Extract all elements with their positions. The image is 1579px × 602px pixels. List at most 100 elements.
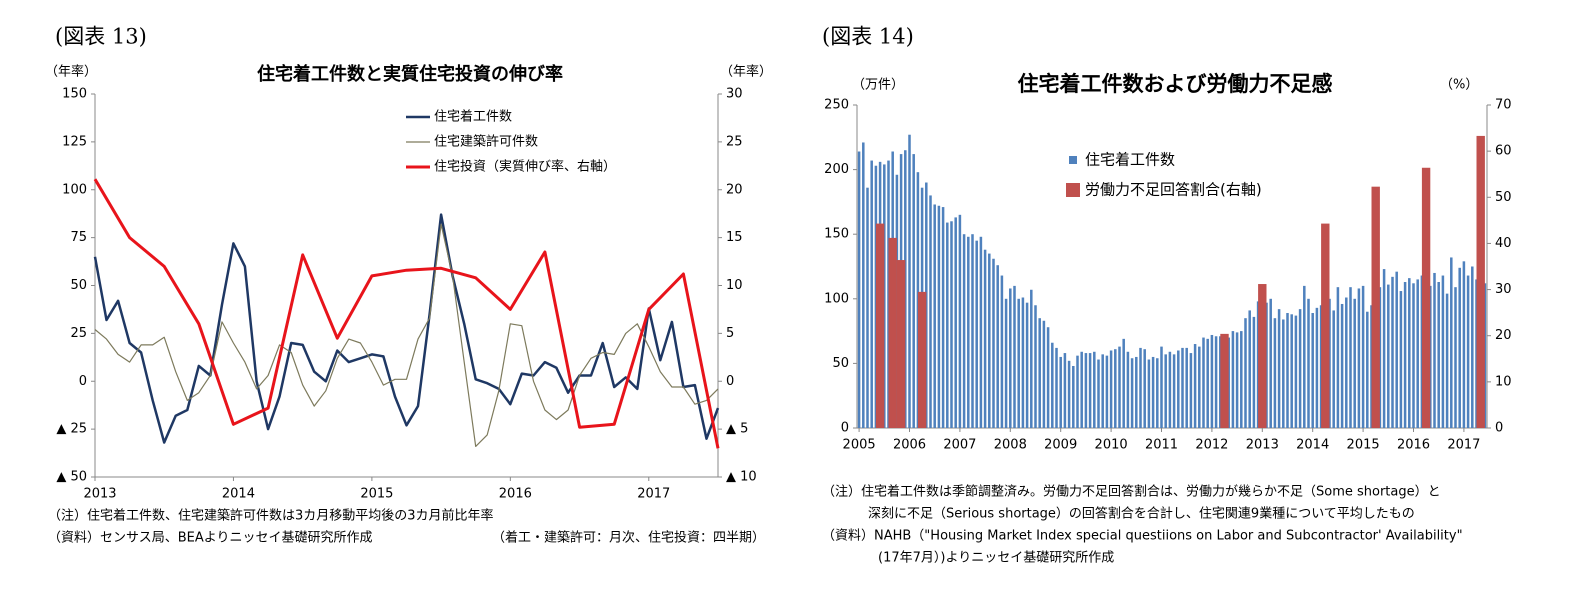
bar xyxy=(1421,167,1431,429)
bar xyxy=(1105,355,1109,428)
bar xyxy=(1357,288,1361,428)
note: （注）住宅着工件数は季節調整済み。労働力不足回答割合は、労働力が幾らか不足（So… xyxy=(822,484,1441,500)
bar xyxy=(1220,333,1229,428)
x-tick-label: 2017 xyxy=(637,487,670,502)
bar xyxy=(983,249,987,428)
x-tick-label: 2010 xyxy=(1095,438,1128,453)
y2-tick-label: 50 xyxy=(1495,190,1512,205)
bar xyxy=(1206,338,1209,428)
bar xyxy=(1189,353,1193,428)
bar xyxy=(1366,311,1369,428)
bar xyxy=(1210,334,1214,428)
bar xyxy=(1361,285,1365,428)
legend-label: 住宅投資（実質伸び率、右軸） xyxy=(434,159,616,175)
figure-label: (図表 14) xyxy=(822,25,914,49)
bar xyxy=(1391,276,1394,428)
bar xyxy=(1072,365,1075,428)
bar xyxy=(1084,353,1088,428)
y-tick-label: 150 xyxy=(824,227,849,242)
bar xyxy=(1214,336,1218,428)
y-tick-label: 25 xyxy=(70,326,87,341)
bar xyxy=(941,207,945,428)
bar xyxy=(1286,313,1289,428)
bar xyxy=(1009,288,1012,428)
bar xyxy=(1371,186,1380,428)
bar xyxy=(1135,356,1138,428)
bar xyxy=(917,291,927,428)
y2-tick-label: ▲ 10 xyxy=(726,470,757,485)
bar xyxy=(1311,313,1314,428)
bar xyxy=(1382,269,1386,428)
y-tick-label: 50 xyxy=(832,356,849,371)
bar xyxy=(1277,309,1281,428)
x-tick-label: 2013 xyxy=(1246,438,1279,453)
y2-tick-label: 30 xyxy=(1495,282,1512,297)
bar xyxy=(1282,319,1285,428)
x-tick-label: 2012 xyxy=(1195,438,1228,453)
y2-tick-label: 0 xyxy=(726,374,734,389)
x-tick-label: 2016 xyxy=(499,487,532,502)
bar xyxy=(1013,285,1016,428)
chart-title: 住宅着工件数および労働力不足感 xyxy=(1018,72,1333,96)
bar xyxy=(1160,346,1163,428)
y-tick-label: ▲ 50 xyxy=(56,470,87,485)
bar xyxy=(1307,298,1310,428)
bar xyxy=(937,205,941,428)
y-tick-label: 0 xyxy=(79,374,87,389)
bar xyxy=(1202,337,1205,428)
bar xyxy=(1017,298,1020,428)
bar xyxy=(996,265,999,428)
note: （着工・建築許可：月次、住宅投資：四半期） xyxy=(492,530,765,546)
y2-tick-label: 25 xyxy=(726,134,743,149)
legend-swatch xyxy=(1066,183,1080,197)
y-tick-label: 150 xyxy=(62,87,87,102)
bar xyxy=(1441,275,1445,428)
bar xyxy=(954,217,957,428)
series-line xyxy=(94,223,719,447)
bar xyxy=(1076,355,1079,428)
bar xyxy=(1168,351,1172,428)
bar xyxy=(1294,315,1298,428)
y-tick-label: 75 xyxy=(70,230,87,245)
note: （資料）センサス局、BEAよりニッセイ基礎研究所作成 xyxy=(48,531,373,546)
bar xyxy=(1399,291,1403,428)
bar xyxy=(896,260,906,428)
bar xyxy=(971,234,974,428)
x-tick-label: 2006 xyxy=(893,438,926,453)
bar xyxy=(1172,354,1176,428)
figure-label: (図表 13) xyxy=(55,25,147,49)
bar xyxy=(962,234,966,428)
bar xyxy=(1055,347,1058,428)
x-tick-label: 2005 xyxy=(843,438,876,453)
legend-label: 住宅建築許可件数 xyxy=(434,135,538,150)
bar xyxy=(1231,331,1235,428)
bar xyxy=(908,134,911,428)
bar xyxy=(1164,354,1167,428)
bar xyxy=(870,160,873,428)
bar xyxy=(1437,282,1440,428)
bar xyxy=(1156,358,1159,428)
bar xyxy=(1353,298,1356,428)
note: (17年7月）)よりニッセイ基礎研究所作成 xyxy=(878,551,1114,566)
y2-tick-label: 5 xyxy=(726,326,734,341)
bar xyxy=(1130,358,1134,428)
y-tick-label: 0 xyxy=(841,421,849,436)
bar xyxy=(1273,318,1277,428)
x-tick-label: 2007 xyxy=(943,438,976,453)
bar xyxy=(866,187,869,428)
legend-label: 住宅着工件数 xyxy=(1085,151,1175,169)
bar xyxy=(1118,346,1121,428)
bar xyxy=(1450,257,1453,428)
bar xyxy=(950,221,953,428)
x-tick-label: 2008 xyxy=(994,438,1027,453)
bar xyxy=(1114,349,1117,428)
y2-tick-label: 70 xyxy=(1495,98,1512,113)
y-tick-label: 125 xyxy=(62,134,87,149)
y2-tick-label: 10 xyxy=(1495,374,1512,389)
y-tick-label: 100 xyxy=(62,182,87,197)
bar xyxy=(1258,284,1267,428)
bar xyxy=(857,151,861,428)
bar xyxy=(1240,331,1243,428)
bar xyxy=(1345,297,1348,428)
